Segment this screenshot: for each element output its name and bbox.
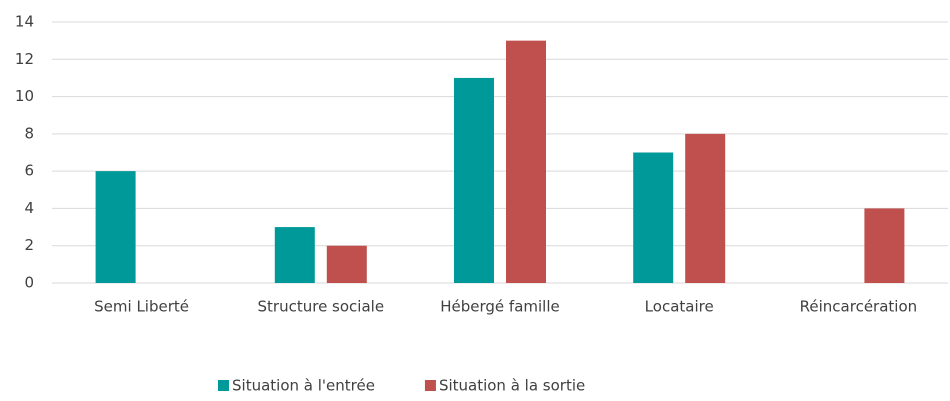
y-tick-label: 14 [15,13,34,31]
bar [454,77,494,283]
y-tick-label: 0 [24,274,34,292]
legend-label: Situation à l'entrée [232,377,375,395]
x-tick-label: Structure sociale [258,298,385,316]
bar [274,227,315,283]
x-tick-label: Semi Liberté [94,298,189,316]
x-tick-label: Réincarcération [800,298,918,316]
legend-swatch [424,380,436,391]
bar [326,245,367,283]
x-tick-label: Locataire [645,298,714,316]
y-tick-label: 4 [24,199,34,217]
y-tick-label: 2 [24,236,34,254]
y-tick-label: 6 [24,162,34,180]
legend-label: Situation à la sortie [439,377,585,395]
x-tick-label: Hébergé famille [440,298,560,316]
bar [633,152,674,283]
y-tick-label: 12 [15,50,34,68]
bar [864,208,905,283]
legend-swatch [218,380,229,391]
y-tick-label: 10 [15,87,34,105]
bar [685,133,726,283]
y-tick-label: 8 [24,124,34,142]
bar [506,40,546,284]
bar [95,171,136,283]
